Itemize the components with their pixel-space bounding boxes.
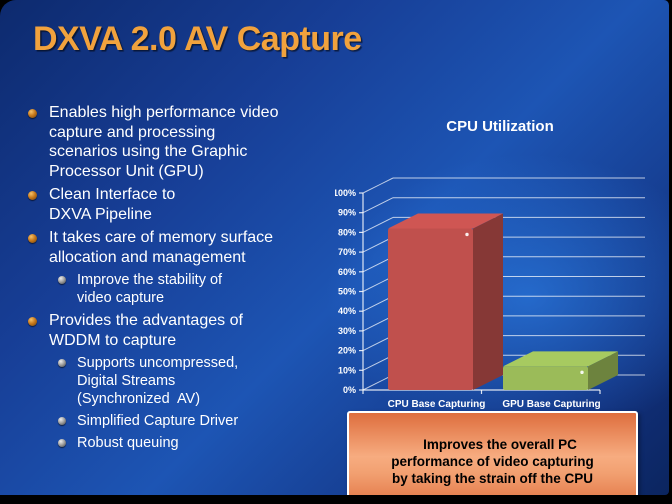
y-axis-tick-label: 60% [338, 267, 356, 277]
bullet-sphere-icon [58, 276, 66, 284]
slide: DXVA 2.0 AV Capture Enables high perform… [0, 0, 669, 495]
bullet-sphere-icon [58, 439, 66, 447]
bullet-item: It takes care of memory surface allocati… [28, 228, 348, 267]
y-axis-tick-label: 30% [338, 326, 356, 336]
y-axis-tick-label: 50% [338, 287, 356, 297]
bullet-text: Robust queuing [77, 435, 179, 451]
bullet-text: Clean Interface to DXVA Pipeline [49, 186, 176, 223]
y-axis-tick-label: 10% [338, 365, 356, 375]
bullet-item: Simplified Capture Driver [28, 412, 348, 430]
bullet-item: Clean Interface to DXVA Pipeline [28, 185, 348, 224]
cpu-utilization-chart: CPU Utilization 0% 10% 20% 30% 40% 50% 60% 70% 8… [335, 112, 665, 414]
x-axis-category-label: CPU Base Capturing [388, 399, 486, 410]
bar-gpu [503, 351, 618, 390]
bullet-sphere-icon [28, 191, 37, 200]
x-axis-category-label: GPU Base Capturing [502, 399, 600, 410]
y-axis-tick-label: 100% [335, 188, 356, 198]
bullet-item: Supports uncompressed, Digital Streams (… [28, 354, 348, 408]
chart-title: CPU Utilization [446, 118, 554, 135]
bullet-item: Provides the advantages of WDDM to captu… [28, 311, 348, 350]
slide-title: DXVA 2.0 AV Capture [33, 20, 362, 58]
y-axis-tick-label: 70% [338, 247, 356, 257]
y-axis-tick-label: 20% [338, 346, 356, 356]
bullet-sphere-icon [28, 317, 37, 326]
bullet-text: Simplified Capture Driver [77, 413, 239, 429]
bar-cpu [388, 213, 503, 390]
callout-box: Improves the overall PC performance of v… [347, 411, 638, 495]
bullet-list: Enables high performance video capture a… [28, 101, 348, 456]
bullet-text: Provides the advantages of WDDM to captu… [49, 312, 243, 349]
callout-text: Improves the overall PC performance of v… [391, 437, 594, 486]
bar-chart-svg: 0% 10% 20% 30% 40% 50% 60% 70% 80% 90% 100% CPU Bas… [335, 177, 645, 410]
bullet-item: Enables high performance video capture a… [28, 103, 348, 181]
bullet-item: Robust queuing [28, 434, 348, 452]
bullet-text: Supports uncompressed, Digital Streams (… [77, 355, 239, 407]
bullet-sphere-icon [58, 417, 66, 425]
bullet-sphere-icon [28, 109, 37, 118]
y-axis-tick-label: 40% [338, 306, 356, 316]
bullet-text: It takes care of memory surface allocati… [49, 229, 274, 266]
bullet-sphere-icon [28, 234, 37, 243]
y-axis-tick-label: 80% [338, 227, 356, 237]
y-axis-tick-label: 0% [343, 385, 356, 395]
bullet-item: Improve the stability of video capture [28, 271, 348, 307]
bullet-text: Improve the stability of video capture [77, 272, 223, 306]
y-axis-tick-label: 90% [338, 208, 356, 218]
bullet-sphere-icon [58, 359, 66, 367]
bullet-text: Enables high performance video capture a… [49, 104, 279, 180]
